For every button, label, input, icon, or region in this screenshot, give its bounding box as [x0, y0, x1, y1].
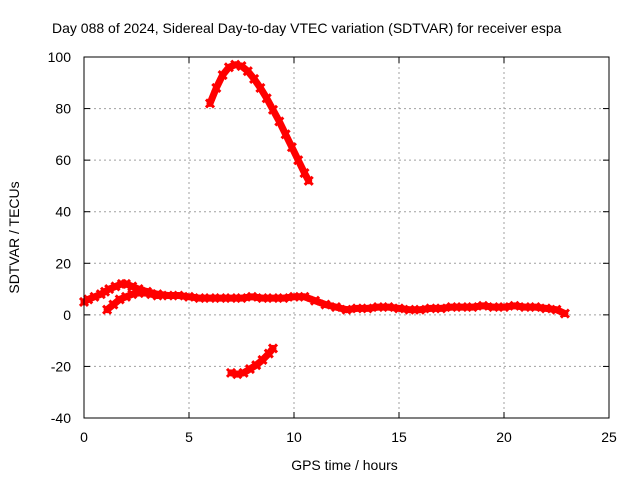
data-point — [288, 291, 300, 302]
data-point — [257, 293, 268, 304]
data-point — [477, 300, 489, 311]
data-point — [414, 304, 426, 315]
y-tick-label: 20 — [55, 255, 71, 271]
data-point — [530, 302, 541, 313]
data-point — [162, 290, 174, 301]
series-low-arc — [225, 343, 279, 380]
data-point — [286, 142, 297, 153]
y-tick-labels: -40 -20 0 20 40 60 80 100 — [48, 49, 72, 426]
data-point — [242, 66, 253, 77]
data-point — [114, 294, 125, 305]
y-tick-label: 60 — [55, 152, 71, 168]
data-point — [435, 303, 447, 314]
chart-title: Day 088 of 2024, Sidereal Day-to-day VTE… — [52, 20, 562, 36]
x-tick-label: 10 — [286, 429, 302, 445]
data-point — [104, 284, 115, 295]
data-point — [351, 303, 363, 314]
y-tick-label: -20 — [51, 358, 71, 374]
x-tick-label: 5 — [185, 429, 193, 445]
grid-lines — [83, 56, 610, 419]
x-tick-label: 0 — [80, 429, 88, 445]
data-point — [519, 302, 531, 313]
data-point — [110, 281, 121, 292]
series-secondary-band — [102, 287, 163, 315]
data-point — [215, 293, 226, 304]
x-tick-labels: 0 5 10 15 20 25 — [80, 429, 617, 445]
y-tick-label: 80 — [55, 101, 71, 117]
data-point — [244, 363, 255, 375]
data-point — [509, 300, 520, 311]
data-point — [152, 290, 163, 301]
data-point — [89, 291, 100, 302]
plot-frame — [83, 56, 610, 419]
data-point — [274, 116, 285, 127]
data-point — [211, 82, 222, 94]
data-point — [456, 302, 468, 313]
data-point — [255, 82, 266, 94]
series-main-band — [78, 278, 570, 319]
data-point — [120, 278, 132, 289]
data-point — [204, 293, 216, 304]
data-point — [267, 343, 279, 354]
data-point — [278, 293, 289, 304]
data-point — [225, 293, 237, 304]
data-point — [320, 299, 331, 310]
data-point — [293, 155, 304, 166]
data-point — [488, 302, 499, 313]
data-point — [246, 291, 258, 302]
data-point — [299, 291, 310, 302]
data-point — [393, 303, 405, 314]
data-point — [217, 69, 228, 81]
data-point — [173, 290, 184, 301]
data-point — [261, 93, 272, 104]
x-tick-label: 20 — [496, 429, 512, 445]
data-point — [341, 304, 352, 315]
data-point — [236, 293, 247, 304]
y-tick-label: -40 — [51, 410, 71, 426]
data-point — [183, 291, 195, 302]
y-tick-label: 40 — [55, 204, 71, 220]
data-point — [309, 295, 321, 306]
data-point — [540, 303, 552, 314]
data-point — [551, 304, 562, 315]
data-point — [238, 367, 249, 378]
data-point — [404, 304, 415, 315]
data-point — [267, 293, 279, 304]
x-tick-label: 15 — [391, 429, 407, 445]
data-series — [78, 59, 570, 380]
data-point — [194, 293, 205, 304]
data-point — [83, 294, 94, 305]
data-point — [223, 62, 234, 73]
x-axis-label: GPS time / hours — [291, 457, 398, 473]
data-point — [362, 303, 373, 314]
data-point — [204, 98, 216, 109]
data-point — [120, 291, 132, 302]
data-point — [467, 302, 478, 313]
y-tick-label: 0 — [63, 307, 71, 323]
y-tick-label: 100 — [48, 49, 72, 65]
data-point — [303, 175, 314, 186]
data-point — [559, 308, 570, 319]
data-point — [330, 302, 342, 313]
data-point — [299, 167, 310, 179]
data-point — [280, 129, 291, 140]
series-high-arc — [204, 59, 314, 186]
data-point — [425, 303, 436, 314]
data-point — [372, 302, 384, 313]
data-point — [383, 302, 394, 313]
y-axis-label: SDTVAR / TECUs — [6, 181, 22, 293]
data-point — [249, 73, 260, 84]
x-tick-label: 25 — [601, 429, 617, 445]
data-point — [498, 302, 510, 313]
data-point — [267, 104, 279, 115]
data-point — [446, 302, 457, 313]
